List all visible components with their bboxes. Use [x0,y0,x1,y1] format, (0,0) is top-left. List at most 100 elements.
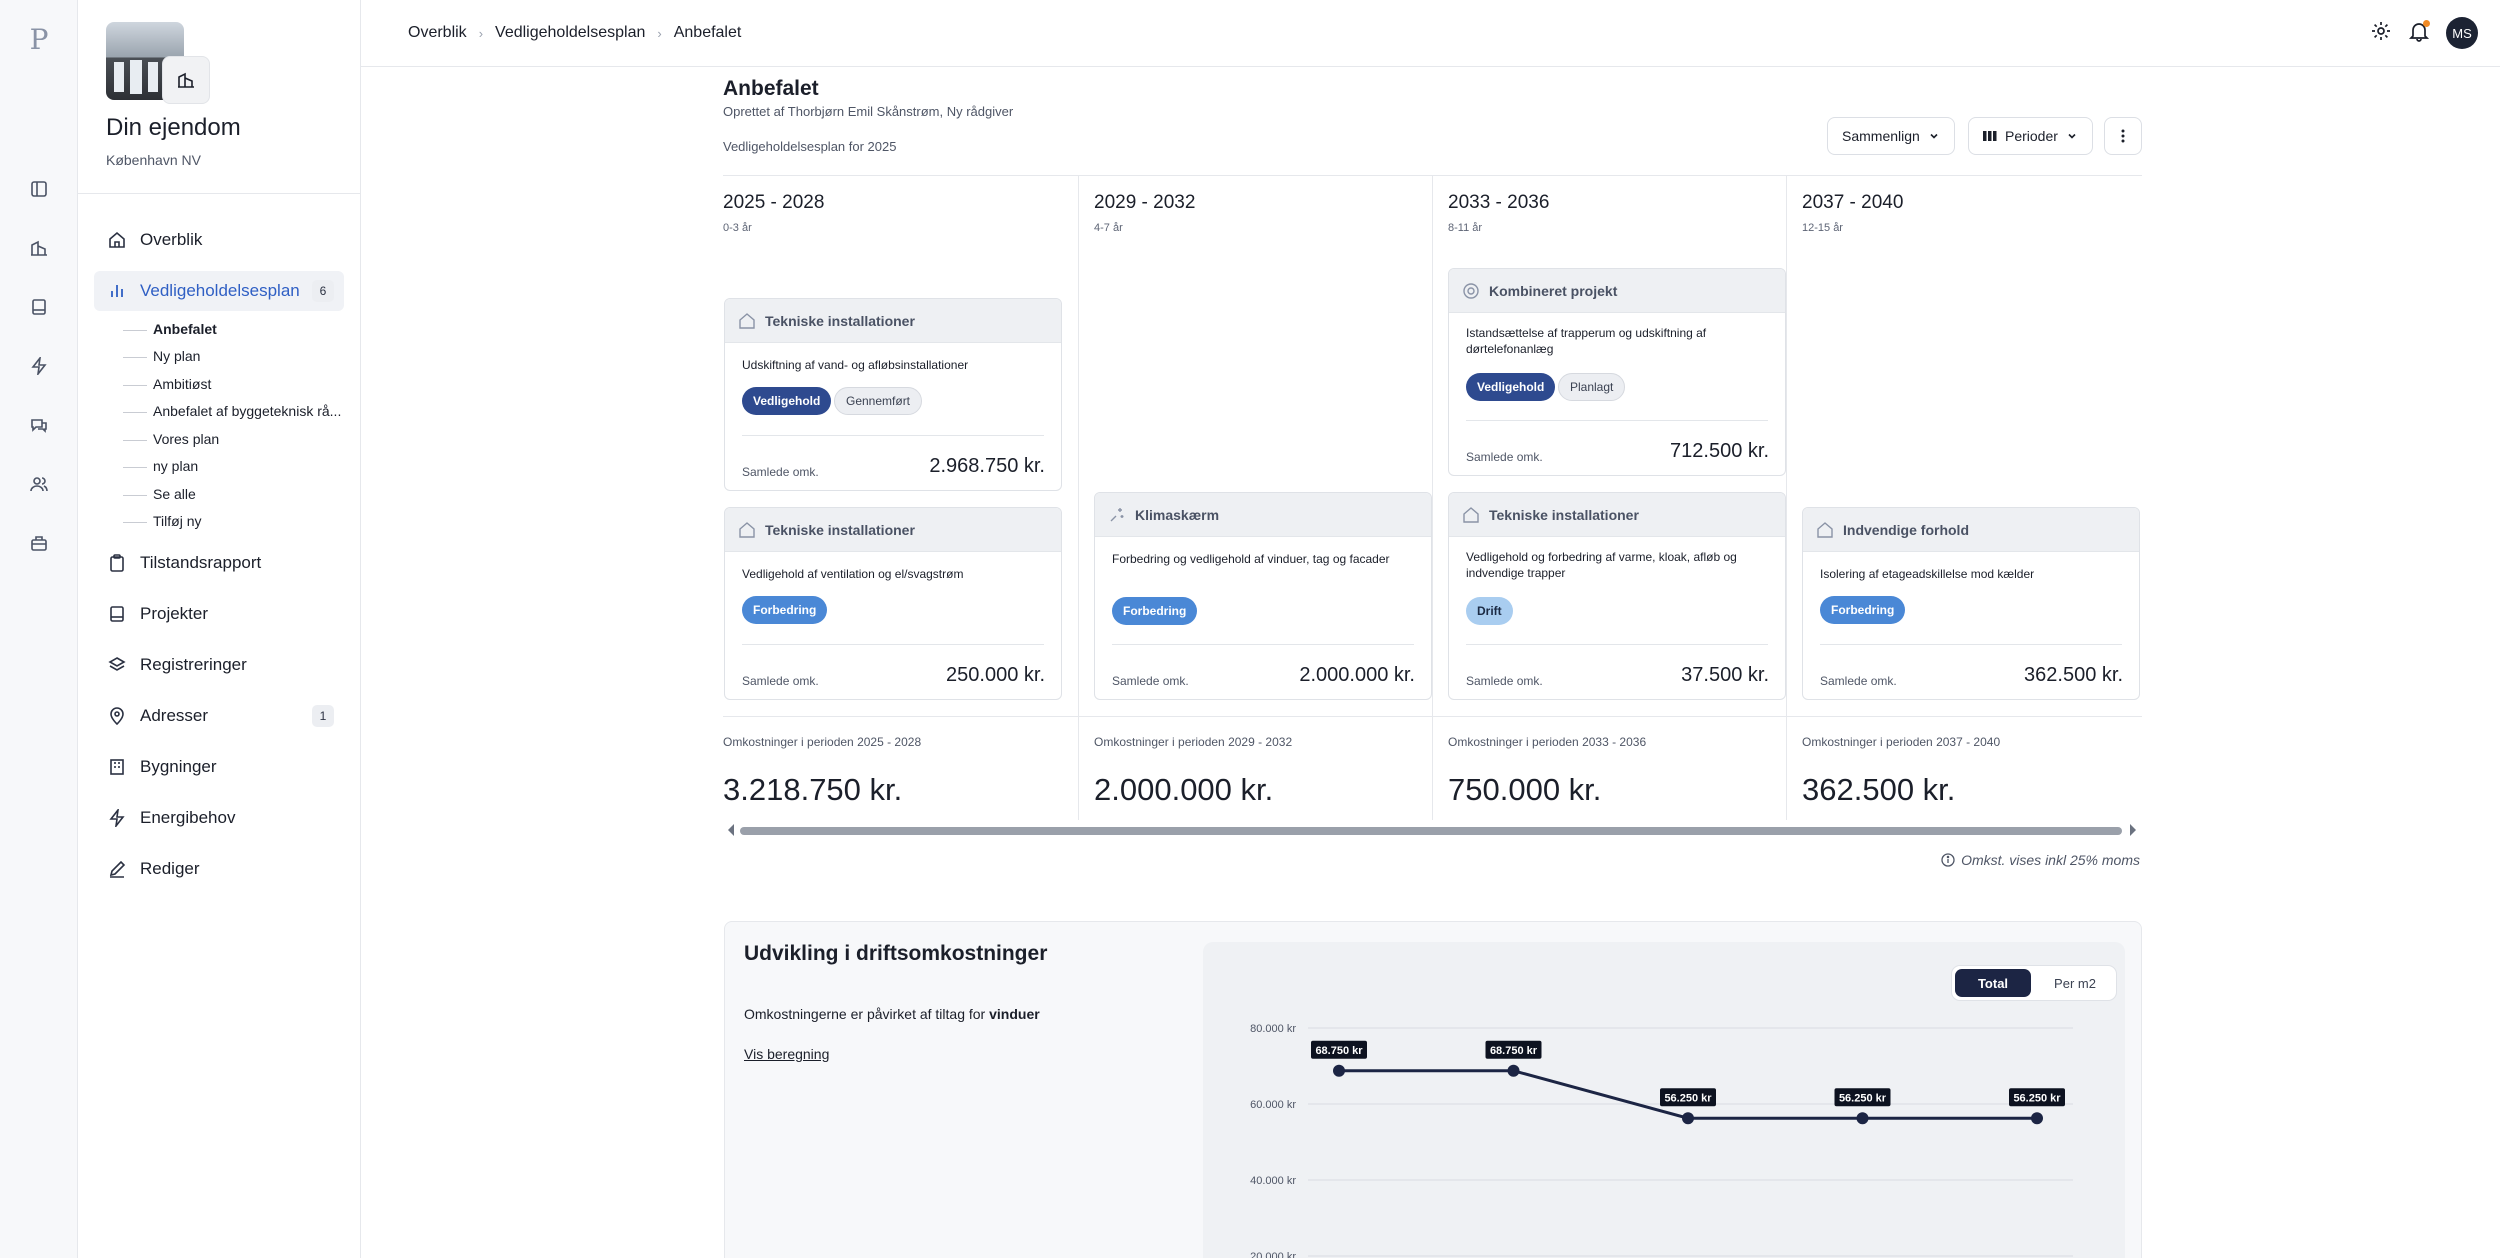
vat-note: Omkst. vises inkl 25% moms [1941,852,2140,868]
subnav-ny-plan[interactable]: Ny plan [122,348,201,364]
project-card[interactable]: Tekniske installationer Vedligehold af v… [724,507,1062,700]
sidebar-item-adresser[interactable]: Adresser 1 [94,696,344,736]
subnav-vores-plan[interactable]: Vores plan [122,431,220,447]
sidebar-item-label: Projekter [140,604,209,623]
sidebar-item-overblik[interactable]: Overblik [94,220,344,260]
card-sum-label: Samlede omk. [1466,450,1543,464]
card-sum: 250.000 kr. [946,664,1045,686]
period-cost-label: Omkostninger i perioden 2025 - 2028 [723,735,922,749]
kebab-menu-icon [2121,129,2125,143]
sidebar-item-bygninger[interactable]: Bygninger [94,747,344,787]
breadcrumb-anbefalet[interactable]: Anbefalet [673,24,742,41]
sidebar-item-energibehov[interactable]: Energibehov [94,798,344,838]
svg-text:56.250 kr: 56.250 kr [1664,1092,1712,1104]
gear-icon[interactable] [2370,20,2392,47]
svg-text:56.250 kr: 56.250 kr [2013,1092,2061,1104]
card-sum: 362.500 kr. [2024,664,2123,686]
card-divider [742,644,1044,645]
sidebar-item-tilstandsrapport[interactable]: Tilstandsrapport [94,543,344,583]
sidebar-toggle-icon[interactable] [26,176,52,202]
compare-button[interactable]: Sammenlign [1827,117,1955,155]
house-icon [737,311,757,331]
toggle-total[interactable]: Total [1955,969,2031,997]
card-header: Tekniske installationer [725,299,1061,343]
sidebar-item-label: Bygninger [140,757,217,776]
data-point[interactable] [1856,1112,1869,1125]
toolbox-icon[interactable] [26,530,52,556]
y-tick-label: 20.000 kr [1250,1251,1296,1258]
notification-dot [2423,19,2430,27]
sidebar-item-rediger[interactable]: Rediger [94,849,344,889]
book-icon[interactable] [26,294,52,320]
period-years: 8-11 år [1448,222,1483,234]
logo-icon[interactable]: P [29,22,49,56]
sidebar: Din ejendom København NV Overblik Vedlig… [78,0,361,1258]
avatar[interactable]: MS [2446,17,2478,49]
sidebar-item-vedligeholdelsesplan[interactable]: Vedligeholdelsesplan 6 [94,271,344,311]
buildings-icon[interactable] [26,235,52,261]
data-point[interactable] [1507,1064,1520,1077]
more-options-button[interactable] [2104,117,2142,155]
subnav-anbefalet-byggeteknisk[interactable]: Anbefalet af byggeteknisk rå... [122,403,342,419]
lightning-icon [106,807,128,829]
card-divider [742,435,1044,436]
data-point[interactable] [1682,1112,1694,1125]
status-badge: Forbedring [1112,597,1198,625]
subnav-se-alle[interactable]: Se alle [123,486,196,502]
toggle-per-m2[interactable]: Per m2 [2054,975,2096,991]
pencil-icon [106,858,128,880]
subnav-tilfoej-ny[interactable]: Tilføj ny [122,513,202,529]
icon-rail: P [0,0,78,1258]
house-icon [737,520,757,540]
chat-icon[interactable] [26,412,52,438]
project-card[interactable]: Klimaskærm Forbedring og vedligehold af … [1094,492,1432,700]
card-header: Kombineret projekt [1449,269,1785,313]
project-card[interactable]: Kombineret projekt Istandsættelse af tra… [1448,268,1786,476]
period-title: 2025 - 2028 [723,192,825,213]
scroll-left-arrow[interactable] [728,824,734,836]
breadcrumb-overblik[interactable]: Overblik [408,24,467,41]
status-badge: Vedligehold [742,387,832,415]
periods-button[interactable]: Perioder [1968,117,2093,155]
project-card[interactable]: Tekniske installationer Vedligehold og f… [1448,492,1786,700]
card-sum-label: Samlede omk. [742,465,819,479]
card-category: Indvendige forhold [1843,521,1969,538]
top-actions: MS [2370,17,2478,49]
data-point[interactable] [1333,1064,1345,1077]
show-calculation-link[interactable]: Vis beregning [744,1046,830,1062]
sidebar-item-label: Registreringer [140,655,247,674]
sidebar-divider [78,193,361,194]
subnav-ny-plan-2[interactable]: ny plan [122,458,199,474]
data-label: 68.750 kr [1485,1040,1542,1059]
scroll-right-arrow[interactable] [2130,824,2136,836]
status-badge: Planlagt [1558,373,1626,401]
project-card[interactable]: Indvendige forhold Isolering af etageads… [1802,507,2140,700]
column-divider [1078,175,1079,820]
plan-creator: Oprettet af Thorbjørn Emil Skånstrøm, Ny… [723,104,1014,119]
sidebar-item-registreringer[interactable]: Registreringer [94,645,344,685]
plan-year-label: Vedligeholdelsesplan for 2025 [723,139,897,154]
card-divider [1466,644,1768,645]
y-tick-label: 80.000 kr [1250,1023,1296,1035]
card-divider [1112,644,1414,645]
sidebar-item-projekter[interactable]: Projekter [94,594,344,634]
lightning-icon[interactable] [26,353,52,379]
sidebar-item-label: Rediger [140,859,200,878]
card-sum-label: Samlede omk. [1820,674,1897,688]
page-title: Anbefalet [723,77,819,100]
card-header: Tekniske installationer [1449,493,1785,537]
subnav-ambitioest[interactable]: Ambitiøst [122,376,212,392]
status-badge: Forbedring [1820,596,1906,624]
breadcrumb-vedligeholdelsesplan[interactable]: Vedligeholdelsesplan [495,24,646,41]
status-badge: Forbedring [742,596,828,624]
subnav-anbefalet[interactable]: Anbefalet [123,321,217,337]
count-badge: 1 [312,705,334,727]
period-cost-label: Omkostninger i perioden 2029 - 2032 [1094,735,1293,749]
bell-icon[interactable] [2408,19,2430,47]
top-bar: Overblik › Vedligeholdelsesplan › Anbefa… [361,0,2500,67]
project-card[interactable]: Tekniske installationer Udskiftning af v… [724,298,1062,491]
horizontal-scrollbar[interactable] [740,827,2122,835]
data-point[interactable] [2031,1112,2043,1125]
users-icon[interactable] [26,471,52,497]
card-header: Klimaskærm [1095,493,1431,537]
